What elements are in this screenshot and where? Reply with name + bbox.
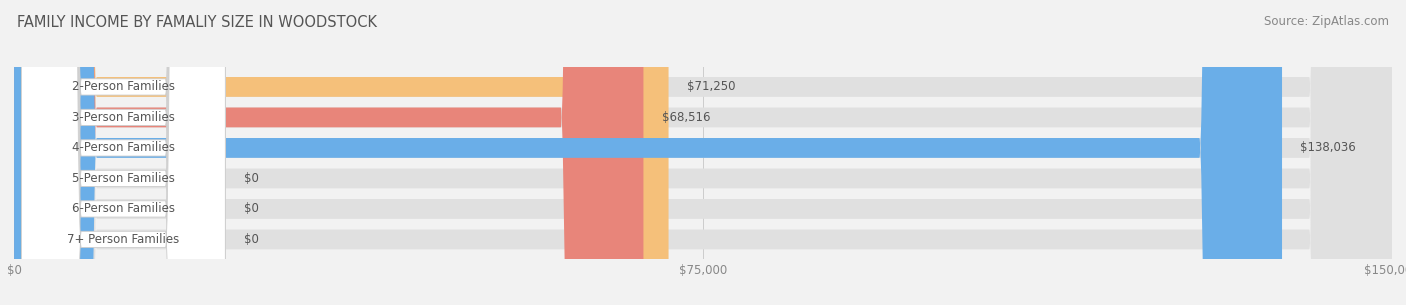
FancyBboxPatch shape: [21, 0, 225, 305]
Text: 5-Person Families: 5-Person Families: [72, 172, 174, 185]
Text: $0: $0: [243, 203, 259, 215]
FancyBboxPatch shape: [21, 0, 225, 305]
Text: 2-Person Families: 2-Person Families: [72, 81, 174, 93]
Text: 6-Person Families: 6-Person Families: [72, 203, 174, 215]
Text: $68,516: $68,516: [662, 111, 710, 124]
FancyBboxPatch shape: [21, 0, 225, 305]
Text: $0: $0: [243, 233, 259, 246]
FancyBboxPatch shape: [14, 0, 1392, 305]
FancyBboxPatch shape: [21, 0, 225, 305]
Text: $138,036: $138,036: [1301, 142, 1357, 154]
FancyBboxPatch shape: [21, 0, 225, 305]
FancyBboxPatch shape: [14, 0, 1392, 305]
Text: $71,250: $71,250: [688, 81, 735, 93]
FancyBboxPatch shape: [14, 0, 669, 305]
Text: Source: ZipAtlas.com: Source: ZipAtlas.com: [1264, 15, 1389, 28]
FancyBboxPatch shape: [14, 0, 1282, 305]
Text: 3-Person Families: 3-Person Families: [72, 111, 174, 124]
FancyBboxPatch shape: [14, 0, 1392, 305]
Text: $0: $0: [243, 172, 259, 185]
Text: 4-Person Families: 4-Person Families: [72, 142, 174, 154]
Text: 7+ Person Families: 7+ Person Families: [67, 233, 180, 246]
FancyBboxPatch shape: [14, 0, 1392, 305]
FancyBboxPatch shape: [14, 0, 1392, 305]
FancyBboxPatch shape: [21, 0, 225, 305]
FancyBboxPatch shape: [14, 0, 644, 305]
Text: FAMILY INCOME BY FAMALIY SIZE IN WOODSTOCK: FAMILY INCOME BY FAMALIY SIZE IN WOODSTO…: [17, 15, 377, 30]
FancyBboxPatch shape: [14, 0, 1392, 305]
